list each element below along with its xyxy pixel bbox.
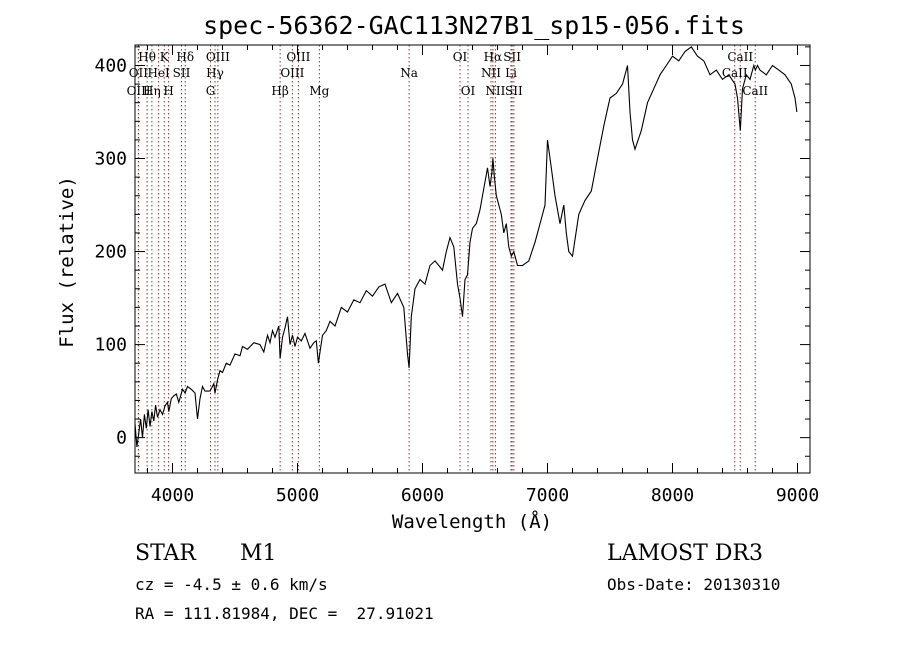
x-tick-label: 7000 xyxy=(526,485,569,506)
spectral-line-label: NII xyxy=(481,66,501,80)
redshift-cz: cz = -4.5 ± 0.6 km/s xyxy=(135,575,328,594)
spectral-line-label: OIII xyxy=(280,66,304,80)
spectral-line-label: OIII xyxy=(286,50,310,64)
spectral-line-label: OI xyxy=(461,84,476,98)
spectrum-info: STAR M1 LAMOST DR3 cz = -4.5 ± 0.6 km/s … xyxy=(135,541,780,623)
spectral-line-label: Hη xyxy=(143,84,161,98)
spectral-line-label: Hδ xyxy=(176,50,194,64)
object-subclass: M1 xyxy=(240,541,277,566)
x-axis-label: Wavelength (Å) xyxy=(392,510,552,533)
spectral-line-label: G xyxy=(206,84,216,98)
spectral-line-label: CaII xyxy=(742,84,768,98)
spectral-line-label: OII xyxy=(129,66,149,80)
spectral-line-label: OIII xyxy=(127,84,151,98)
spectral-line-label: CaII xyxy=(722,66,748,80)
spectral-line-label: Hγ xyxy=(206,66,224,80)
spectral-line-label: Hβ xyxy=(271,84,288,98)
spectrum-line xyxy=(134,46,798,447)
x-axis-ticks: 4000 5000 6000 7000 8000 9000 xyxy=(147,45,819,506)
coordinates: RA = 111.81984, DEC = 27.91021 xyxy=(135,604,434,623)
y-axis-ticks: 0 100 200 300 400 xyxy=(94,46,810,457)
spectral-line-label: SII xyxy=(505,84,523,98)
spectral-line-label: H xyxy=(163,84,173,98)
spectral-line-label: Na xyxy=(400,66,418,80)
y-tick-label: 0 xyxy=(116,428,127,449)
y-tick-label: 400 xyxy=(94,55,127,76)
plot-frame xyxy=(134,44,811,474)
y-tick-label: 100 xyxy=(94,335,127,356)
spectral-line-label: Li xyxy=(505,66,517,80)
y-tick-label: 300 xyxy=(94,149,127,170)
x-tick-label: 5000 xyxy=(276,485,319,506)
x-tick-label: 8000 xyxy=(651,485,694,506)
spectral-line-label: OIII xyxy=(206,50,230,64)
spectral-line-label: OI xyxy=(453,50,468,64)
spectral-line-label: CaII xyxy=(727,50,753,64)
spectral-line-markers xyxy=(137,45,756,473)
spectral-line-label: SII xyxy=(503,50,521,64)
survey-name: LAMOST DR3 xyxy=(607,541,763,566)
y-tick-label: 200 xyxy=(94,242,127,263)
spectral-line-label: Hθ xyxy=(138,50,156,64)
spectral-line-label: NII xyxy=(485,84,505,98)
spectral-line-label: HeI xyxy=(147,66,170,80)
spectral-line-label: Hα xyxy=(484,50,503,64)
chart-title: spec-56362-GAC113N27B1_sp15-056.fits xyxy=(203,11,745,40)
x-tick-label: 9000 xyxy=(776,485,819,506)
x-tick-label: 6000 xyxy=(401,485,444,506)
observation-date: Obs-Date: 20130310 xyxy=(607,575,780,594)
spectral-line-label: SII xyxy=(173,66,191,80)
spectral-line-label: Mg xyxy=(309,84,329,98)
spectral-line-label: K xyxy=(160,50,170,64)
x-tick-label: 4000 xyxy=(151,485,194,506)
y-axis-label: Flux (relative) xyxy=(56,176,78,348)
object-class: STAR xyxy=(135,541,197,566)
